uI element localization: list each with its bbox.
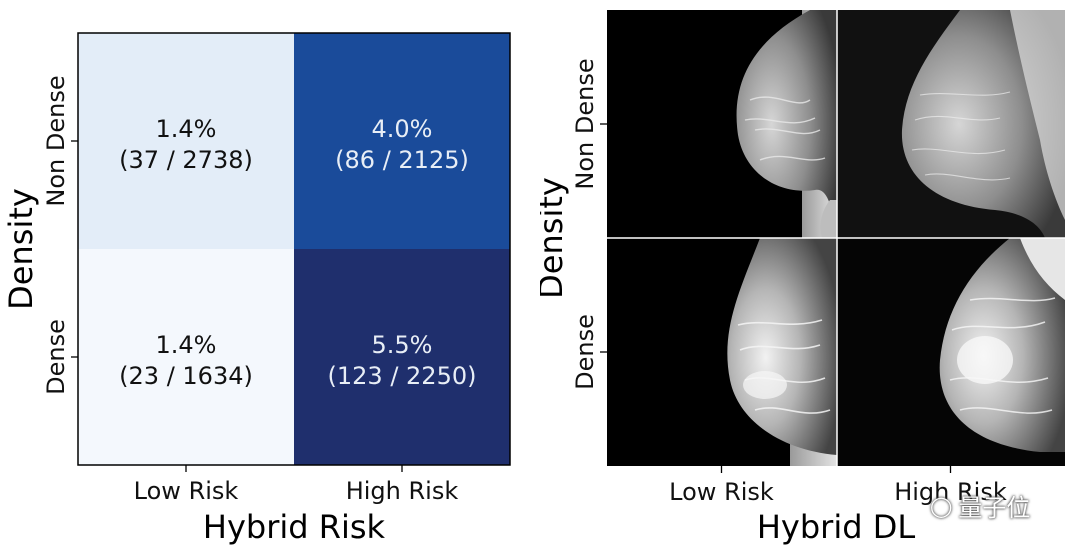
heatmap-cell-percent: 5.5% — [372, 331, 433, 359]
image-grid-ylabel: Density — [540, 177, 570, 299]
heatmap-xtick-label: Low Risk — [134, 477, 239, 505]
heatmap-cell-counts: (123 / 2250) — [328, 362, 477, 390]
image-grid-xlabel: Hybrid DL — [757, 508, 915, 546]
heatmap-chart: 1.4% (37 / 2738) 4.0% (86 / 2125) 1.4% (23 / … — [2, 32, 511, 546]
heatmap-ytick-label: Non Dense — [42, 75, 70, 206]
chat-bubble-icon: ◯ — [930, 493, 953, 518]
heatmap-cell-counts: (23 / 1634) — [119, 362, 253, 390]
mammogram-low-risk-dense — [727, 238, 837, 466]
heatmap-ytick-label: Dense — [42, 319, 70, 395]
mammogram-high-risk-non-dense — [837, 10, 1065, 238]
heatmap-cell-r0-c0 — [78, 33, 294, 249]
heatmap-frame — [77, 32, 511, 466]
heatmap-cell-counts: (37 / 2738) — [119, 146, 253, 174]
mammogram-low-risk-non-dense — [736, 10, 837, 238]
heatmap-cell-r1-c1 — [294, 249, 510, 465]
heatmap-cell-percent: 1.4% — [156, 331, 217, 359]
image-grid-ytick-label: Non Dense — [571, 58, 599, 189]
heatmap-xlabel: Hybrid Risk — [203, 508, 386, 546]
heatmap-cell-percent: 1.4% — [156, 115, 217, 143]
image-grid-xtick-label: High Risk — [894, 478, 1007, 506]
heatmap-cell-counts: (86 / 2125) — [335, 146, 469, 174]
mammogram-grid: Low Risk High Risk Non Dense Dense Hybrid D… — [540, 10, 1065, 546]
image-grid-xtick-label: Low Risk — [669, 478, 774, 506]
heatmap-cell-r0-c1 — [294, 33, 510, 249]
image-grid-ytick-label: Dense — [571, 314, 599, 390]
mammogram-high-risk-dense — [837, 238, 1065, 466]
watermark-text: 量子位 — [958, 494, 1031, 522]
heatmap-cell-percent: 4.0% — [372, 115, 433, 143]
heatmap-cell-r1-c0 — [78, 249, 294, 465]
watermark: ◯ 量子位 — [930, 488, 1030, 523]
heatmap-ylabel: Density — [2, 188, 40, 310]
heatmap-xtick-label: High Risk — [346, 477, 459, 505]
